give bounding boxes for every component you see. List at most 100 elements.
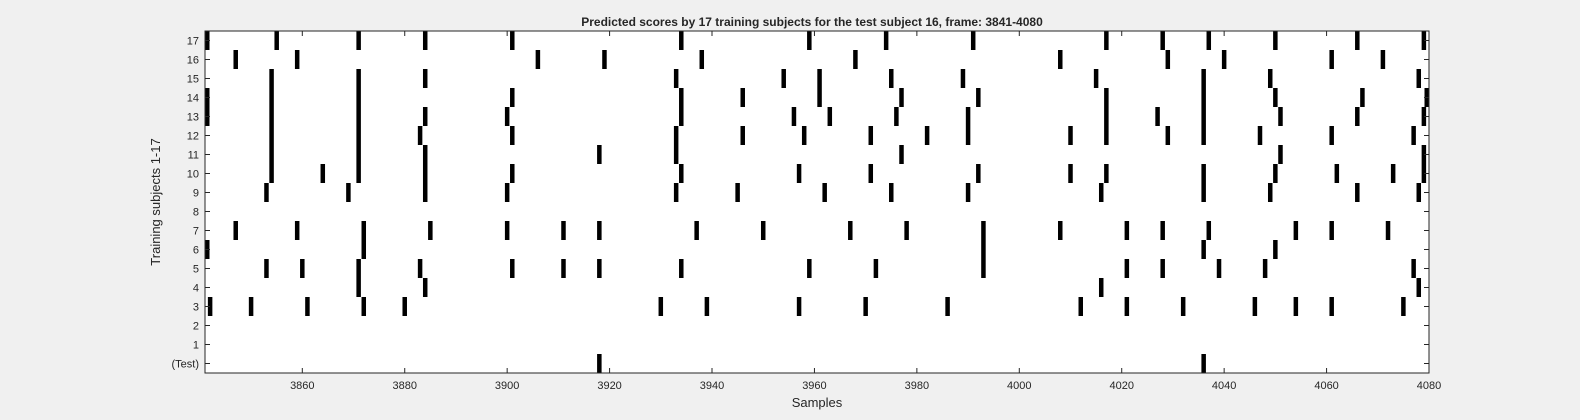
spike-mark [1104,88,1109,107]
spike-mark [1206,221,1212,240]
spike-mark [510,88,515,107]
spike-mark [356,126,361,145]
spike-mark [1252,297,1258,316]
spike-mark [976,88,981,107]
spike-mark [233,221,238,240]
spike-mark [402,297,407,316]
spike-mark [1355,183,1360,202]
y-tick-label: 2 [193,321,199,333]
spike-mark [1104,164,1109,183]
spike-mark [1380,50,1386,69]
spike-mark [679,31,684,50]
spike-mark [1329,50,1334,69]
spike-mark [704,297,710,316]
spike-mark [504,107,510,126]
spike-mark [1273,164,1278,183]
spike-mark [699,50,705,69]
spike-mark [981,221,986,240]
y-tick-label: 1 [193,340,199,352]
spike-mark [965,107,971,126]
spike-mark [899,145,904,164]
chart-title: Predicted scores by 17 training subjects… [581,15,1043,29]
spike-mark [1334,164,1340,183]
spike-mark [356,164,361,183]
y-tick-label: 11 [188,150,199,162]
spike-mark [597,221,602,240]
spike-mark [1058,221,1063,240]
x-tick-label: 4020 [1109,380,1133,392]
spike-mark [1098,183,1104,202]
y-tick-label: 8 [193,207,199,219]
y-tick-label: 12 [187,131,199,143]
x-tick-label: 4060 [1314,380,1338,392]
spike-mark [1201,88,1206,107]
spike-mark [1329,126,1334,145]
spike-mark [1124,297,1130,316]
spike-mark [1329,297,1334,316]
spike-mark [356,145,361,164]
spike-mark [1421,164,1427,183]
spike-mark [817,69,822,88]
spike-mark [673,183,679,202]
x-tick-label: 3960 [802,380,826,392]
spike-mark [207,297,213,316]
spike-mark [853,50,858,69]
spike-mark [781,69,786,88]
spike-mark [694,221,699,240]
spike-mark [1078,297,1083,316]
spike-mark [889,69,894,88]
spike-mark [1401,297,1406,316]
spike-mark [1068,126,1073,145]
spike-mark [346,183,351,202]
spike-mark [904,221,909,240]
spike-mark [1278,107,1283,126]
y-tick-label: 3 [193,302,199,314]
spike-mark [1201,164,1206,183]
y-tick-label: 6 [193,245,199,257]
spike-mark [597,259,602,278]
spike-mark [796,297,802,316]
x-axis-ticks: 3860 3880 3900 3920 3940 3960 3980 4000 4020 4040… [290,31,1441,392]
spike-mark [801,126,807,145]
spike-mark [679,88,684,107]
spike-mark [658,297,664,316]
spike-mark [1104,107,1109,126]
spike-mark [807,259,812,278]
spike-mark [361,221,367,240]
y-tick-label: 7 [193,226,199,238]
spike-mark [1360,88,1365,107]
spike-mark [305,297,310,316]
spike-mark [883,31,889,50]
spike-mark [561,259,566,278]
spike-mark [981,259,986,278]
spike-mark [673,126,679,145]
spike-mark [294,50,300,69]
spike-mark [1355,107,1360,126]
spike-mark [1416,69,1422,88]
spike-mark [740,126,745,145]
x-tick-label: 4000 [1007,380,1031,392]
spike-mark [960,69,966,88]
spike-mark [504,221,510,240]
spike-mark [1201,69,1206,88]
spike-mark [848,221,853,240]
spike-mark [269,69,274,88]
spike-mark [1262,259,1268,278]
spike-mark [1278,145,1283,164]
spike-mark [1416,278,1422,297]
x-tick-label: 3900 [495,380,519,392]
spike-mark [422,69,428,88]
y-axis-ticks: 17 16 15 14 13 12 11 10 9 8 7 6 5 4 3 2 1 (Test) [172,36,1429,371]
y-tick-label: 17 [187,36,199,48]
spike-mark [504,183,510,202]
spike-mark [1201,126,1206,145]
spike-mark [422,145,428,164]
spike-mark [1165,126,1171,145]
spike-mark [1416,183,1422,202]
spike-mark [356,278,361,297]
spike-mark [356,107,361,126]
y-tick-label: 10 [187,169,199,181]
spike-mark [945,297,950,316]
spike-mark [1273,31,1278,50]
spike-mark [1068,164,1073,183]
